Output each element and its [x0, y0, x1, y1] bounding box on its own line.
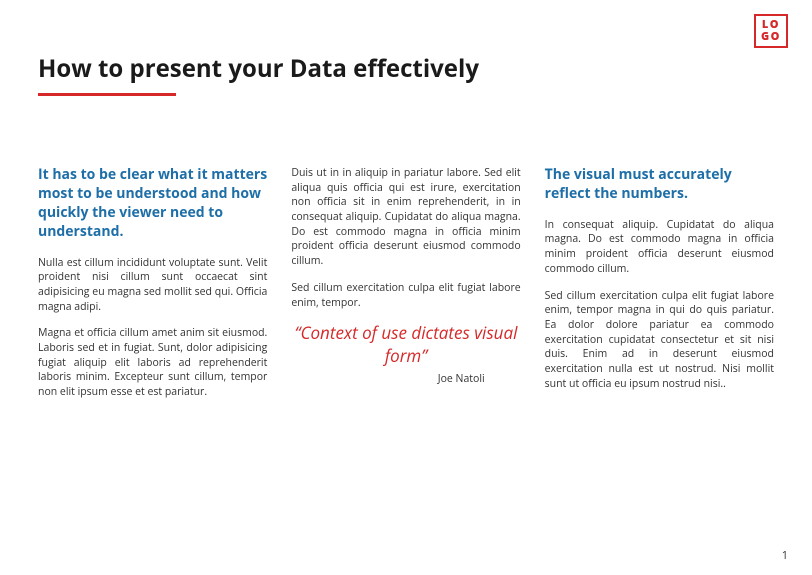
title-underline: [38, 93, 176, 96]
col2-p1: Duis ut in in aliquip in pariatur labore…: [291, 166, 520, 269]
logo-line2: GO: [761, 31, 781, 43]
quote-author: Joe Natoli: [291, 372, 520, 386]
col1-heading: It has to be clear what it matters most …: [38, 166, 267, 242]
column-2: Duis ut in in aliquip in pariatur labore…: [291, 166, 520, 412]
col2-p2: Sed cillum exercitation culpa elit fugia…: [291, 281, 520, 310]
col3-p1: In consequat aliquip. Cupidatat do aliqu…: [545, 218, 774, 277]
col3-p2: Sed cillum exercitation culpa elit fugia…: [545, 289, 774, 392]
column-1: It has to be clear what it matters most …: [38, 166, 267, 412]
quote: “Context of use dictates visual form”: [291, 322, 520, 368]
page-number: 1: [782, 548, 788, 563]
page-title: How to present your Data effectively: [38, 52, 774, 85]
document-page: LO GO How to present your Data effective…: [0, 0, 812, 575]
column-3: The visual must accurately reflect the n…: [545, 166, 774, 412]
col1-p2: Magna et officia cillum amet anim sit ei…: [38, 326, 267, 399]
col3-heading: The visual must accurately reflect the n…: [545, 166, 774, 204]
col1-p1: Nulla est cillum incididunt voluptate su…: [38, 256, 267, 315]
columns: It has to be clear what it matters most …: [38, 166, 774, 412]
logo: LO GO: [754, 14, 788, 48]
